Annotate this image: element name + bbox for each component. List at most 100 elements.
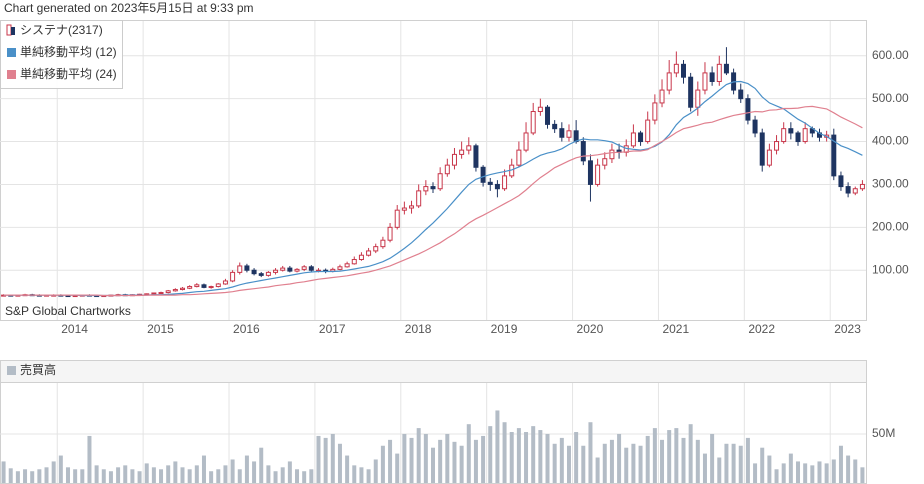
candle-body [716, 63, 722, 82]
candle-body [373, 246, 379, 252]
volume-bar [803, 463, 808, 483]
volume-bar [73, 469, 78, 483]
volume-bar [388, 439, 393, 483]
volume-bar [796, 461, 801, 483]
candle-body [308, 266, 314, 271]
volume-bar [638, 445, 643, 483]
candle-body [659, 89, 665, 104]
candle-body [602, 158, 608, 166]
candle-body [265, 271, 271, 276]
volume-bar [359, 467, 364, 483]
volume-bar [674, 428, 679, 483]
volume-bar [473, 439, 478, 483]
candle-body [215, 283, 221, 288]
candle-body [158, 292, 164, 295]
volume-bar [159, 469, 164, 483]
candle-body [595, 164, 601, 185]
candle-body [609, 149, 615, 160]
candle-body [380, 239, 386, 248]
candle-body [759, 132, 765, 166]
header: Chart generated on 2023年5月15日 at 9:33 pm [4, 1, 254, 15]
volume-bar [524, 432, 529, 483]
candle-body [802, 128, 808, 143]
candle-body [287, 267, 293, 272]
candle-body [394, 209, 400, 228]
volume-bar [624, 447, 629, 483]
candle-body [351, 259, 357, 265]
volume-bar [116, 467, 121, 483]
x-tick-label: 2016 [233, 322, 260, 336]
volume-bar [509, 432, 514, 483]
volume-bar [230, 459, 235, 483]
candle-body [781, 128, 787, 143]
x-tick-label: 2017 [319, 322, 346, 336]
candle-body [752, 119, 758, 134]
volume-bar [309, 469, 314, 483]
candle-body [566, 130, 572, 138]
volume-bar [846, 455, 851, 483]
candle-body [523, 132, 529, 151]
volume-bar [65, 467, 70, 483]
volume-bar [316, 435, 321, 483]
volume-bar [101, 469, 106, 483]
volume-bar [667, 430, 672, 483]
candle-body [537, 106, 543, 113]
moving-average-line [3, 105, 863, 297]
volume-bar [595, 457, 600, 483]
volume-bar [817, 461, 822, 483]
candle-body [831, 134, 837, 177]
volume-bar [23, 469, 28, 483]
candle-body [280, 267, 286, 271]
candle-body [165, 290, 171, 294]
candle-body [580, 141, 586, 162]
volume-bar [201, 455, 206, 483]
volume-bar [588, 422, 593, 483]
candle-body [244, 265, 250, 271]
y-tick-label: 400.00 [872, 134, 909, 148]
volume-bar [15, 471, 20, 483]
volume-bar [645, 435, 650, 483]
candle-body [401, 207, 407, 211]
candle-body [502, 175, 508, 190]
candle-body [301, 266, 307, 270]
candle-body [652, 102, 658, 121]
legend-icon [6, 24, 12, 36]
candle-body [859, 183, 865, 190]
candle-body [251, 269, 257, 275]
volume-bar [295, 469, 300, 483]
volume-bar [431, 447, 435, 483]
volume-bar [216, 469, 221, 483]
legend-icon [7, 366, 16, 375]
candle-body [337, 266, 343, 270]
candle-body [237, 265, 243, 273]
candle-body [366, 250, 372, 256]
volume-bar [760, 447, 765, 483]
volume-bar [466, 424, 471, 483]
candle-body [494, 183, 500, 190]
volume-bar [173, 461, 178, 483]
volume-bar [287, 461, 292, 483]
x-tick-label: 2023 [834, 322, 861, 336]
legend-label: システナ(2317) [20, 23, 103, 37]
volume-bar [688, 424, 693, 483]
volume-bar [652, 428, 657, 483]
volume-bar [559, 437, 564, 483]
legend [0, 20, 123, 89]
volume-bar [123, 465, 128, 483]
volume-bar [402, 433, 407, 483]
volume-bar [130, 469, 135, 483]
volume-bar [602, 443, 607, 483]
volume-bar [710, 433, 715, 483]
volume-bar [252, 461, 257, 483]
volume-bar [1, 461, 6, 483]
volume-bar [531, 426, 536, 483]
legend-icon [11, 27, 15, 35]
candle-body [516, 149, 522, 166]
candle-body [294, 268, 300, 272]
volume-bar [438, 439, 443, 483]
volume-bar [209, 471, 214, 483]
volume-bar [345, 455, 350, 483]
x-tick-label: 2020 [577, 322, 604, 336]
legend-label: 単純移動平均 (12) [20, 45, 117, 59]
